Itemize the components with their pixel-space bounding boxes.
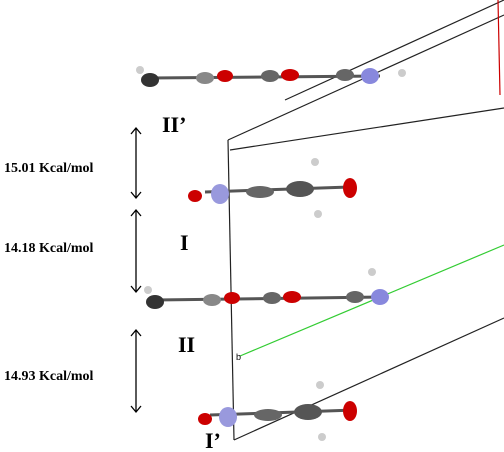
molecule-row	[188, 158, 357, 218]
unit-cell	[228, 0, 504, 440]
molecule-row	[144, 268, 389, 309]
energy-label: 14.18 Kcal/mol	[4, 241, 94, 256]
molecule-row	[136, 66, 406, 87]
energy-label: 15.01 Kcal/mol	[4, 161, 94, 176]
energy-label: 14.93 Kcal/mol	[4, 369, 94, 384]
figure: 15.01 Kcal/mol 14.18 Kcal/mol 14.93 Kcal…	[0, 0, 504, 452]
axis-label: b	[236, 352, 241, 362]
molecule-label: II	[178, 332, 195, 357]
molecule-label: II’	[162, 112, 186, 137]
arrows	[131, 128, 141, 412]
molecule-label: I’	[205, 428, 221, 452]
molecule-row	[198, 381, 357, 441]
molecule-label: I	[180, 230, 189, 255]
